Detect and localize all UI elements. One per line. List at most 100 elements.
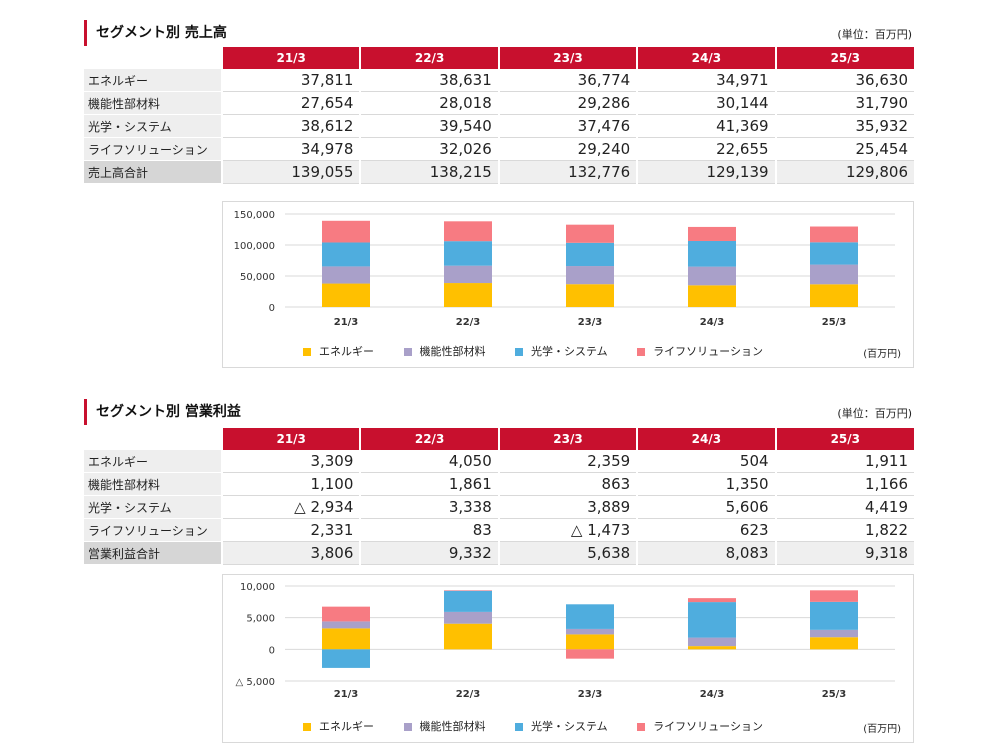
legend-swatch [303, 723, 311, 731]
table-cell: 1,166 [774, 472, 914, 496]
table-row: 機能性部材料 1,100 1,861 863 1,350 1,166 [84, 472, 914, 496]
table-header-row: 21/3 22/3 23/3 24/3 25/3 [84, 428, 914, 450]
x-tick-label: 23/3 [578, 317, 603, 328]
table-cell: 34,971 [636, 69, 776, 92]
bar-segment [444, 283, 492, 307]
bar-segment [322, 628, 370, 650]
bar-segment [566, 604, 614, 629]
total-cell: 132,776 [497, 160, 638, 184]
x-tick-label: 22/3 [456, 689, 481, 700]
table-cell: 29,286 [497, 91, 638, 115]
table-cell: △ 1,473 [497, 518, 638, 542]
table-cell: 36,630 [774, 69, 914, 92]
total-label: 売上高合計 [84, 160, 222, 184]
bar-segment [566, 242, 614, 267]
total-cell: 9,332 [359, 541, 499, 565]
bar-segment [810, 590, 858, 602]
bar-segment [810, 284, 858, 307]
table-row: エネルギー 3,309 4,050 2,359 504 1,911 [84, 450, 914, 473]
table-cell: 25,454 [774, 137, 914, 161]
table-cell: 1,350 [636, 472, 776, 496]
table-cell: 5,606 [636, 495, 776, 519]
y-tick-label: 10,000 [240, 582, 275, 593]
table-cell: 34,978 [220, 137, 361, 161]
table-cell: 22,655 [636, 137, 776, 161]
total-cell: 3,806 [220, 541, 361, 565]
legend-label: 機能性部材料 [419, 720, 486, 733]
y-tick-label: 5,000 [246, 614, 275, 625]
legend-item: 光学・システム [515, 718, 608, 734]
table-cell: 1,911 [774, 450, 914, 473]
legend-label: エネルギー [319, 720, 374, 733]
bar-segment [566, 284, 614, 307]
sales-chart: 0 50,000 100,000 150,000 21/3 22/3 23/3 24/3 25/… [222, 201, 914, 368]
table-cell: 29,240 [497, 137, 638, 161]
header-corner [84, 428, 222, 450]
y-tick-label: 0 [269, 645, 275, 656]
bar-segment [322, 621, 370, 629]
table-cell: 1,861 [359, 472, 499, 496]
table-cell: 3,338 [359, 495, 499, 519]
table-row: 機能性部材料 27,654 28,018 29,286 30,144 31,79… [84, 91, 914, 115]
x-tick-label: 24/3 [700, 317, 725, 328]
legend-swatch [637, 348, 646, 356]
row-label: エネルギー [84, 450, 222, 473]
x-tick-label: 24/3 [700, 689, 725, 700]
bar-segment [444, 590, 492, 591]
table-header-row: 21/3 22/3 23/3 24/3 25/3 [84, 47, 914, 69]
legend-swatch [403, 723, 412, 731]
table-cell: 504 [636, 450, 776, 473]
bar-segment [688, 646, 736, 650]
bar-segment [566, 628, 614, 635]
profit-unit-label: (単位：百万円) [837, 407, 912, 420]
legend-label: 機能性部材料 [419, 345, 486, 358]
y-tick-label: 150,000 [234, 210, 275, 221]
legend-swatch [637, 723, 646, 731]
bar-segment [322, 649, 370, 668]
bar-segment [810, 629, 858, 638]
table-row: ライフソリューション 34,978 32,026 29,240 22,655 2… [84, 137, 914, 161]
legend-label: ライフソリューション [653, 345, 763, 358]
bar-segment [566, 266, 614, 285]
row-label: 光学・システム [84, 495, 222, 519]
table-cell: 3,889 [497, 495, 638, 519]
row-label: エネルギー [84, 69, 222, 92]
chart-unit-label: (百万円) [863, 349, 901, 360]
table-cell: 30,144 [636, 91, 776, 115]
total-cell: 5,638 [497, 541, 638, 565]
period-header: 21/3 [220, 47, 361, 69]
table-cell: △ 2,934 [220, 495, 361, 519]
total-cell: 138,215 [359, 160, 499, 184]
bar-segment [810, 637, 858, 650]
bar-segment [566, 224, 614, 243]
bar-segment [322, 242, 370, 267]
table-cell: 38,631 [359, 69, 499, 92]
legend-item: 光学・システム [515, 343, 608, 359]
y-tick-label: 50,000 [240, 272, 275, 283]
total-cell: 9,318 [774, 541, 914, 565]
table-row: ライフソリューション 2,331 83 △ 1,473 623 1,822 [84, 518, 914, 542]
bar-segment [688, 602, 736, 638]
bar-segment [444, 623, 492, 650]
legend-swatch [515, 348, 523, 356]
bar-segment [566, 634, 614, 650]
total-cell: 8,083 [636, 541, 776, 565]
table-cell: 863 [497, 472, 638, 496]
bar-segment [688, 266, 736, 286]
bar-segment [322, 283, 370, 307]
bar-segment [688, 285, 736, 307]
bar-segment [688, 637, 736, 647]
table-row: 光学・システム 38,612 39,540 37,476 41,369 35,9… [84, 114, 914, 138]
legend-label: ライフソリューション [653, 720, 763, 733]
legend-swatch [303, 348, 311, 356]
sales-header: セグメント別 売上高 (単位：百万円) [84, 20, 914, 46]
bar-segment [444, 241, 492, 266]
table-cell: 32,026 [359, 137, 499, 161]
sales-chart-svg: 0 50,000 100,000 150,000 21/3 22/3 23/3 24/3 25/… [234, 210, 895, 328]
legend-swatch [515, 723, 523, 731]
table-row: 光学・システム △ 2,934 3,338 3,889 5,606 4,419 [84, 495, 914, 519]
row-label: 機能性部材料 [84, 472, 222, 496]
total-row: 売上高合計 139,055 138,215 132,776 129,139 12… [84, 160, 914, 184]
x-tick-label: 22/3 [456, 317, 481, 328]
row-label: 光学・システム [84, 114, 222, 138]
